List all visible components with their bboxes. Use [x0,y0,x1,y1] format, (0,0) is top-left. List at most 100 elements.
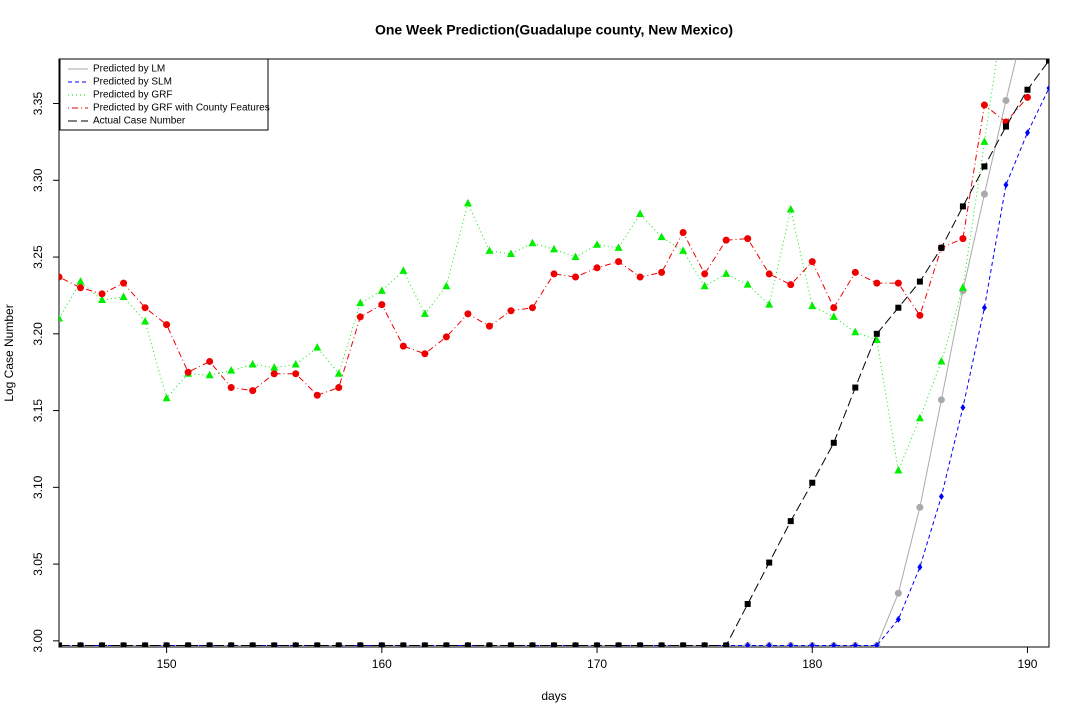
point [206,642,213,647]
y-tick-label: 3.20 [31,322,45,346]
point [98,290,106,298]
x-tick-label: 150 [157,657,177,671]
point [1046,59,1049,64]
point [528,238,537,247]
point [571,252,580,261]
point [917,563,923,571]
point [334,369,343,377]
point [615,642,622,647]
point [313,343,322,351]
point [830,304,838,312]
point [1002,123,1009,130]
point [744,601,751,608]
point [851,327,860,336]
point [701,642,708,647]
point [981,304,987,312]
point [700,281,709,290]
point [958,283,967,291]
point [463,198,472,207]
point [464,642,471,647]
series-line [59,87,1049,646]
y-tick-label: 3.00 [31,629,45,653]
point [464,310,472,318]
point [744,235,752,243]
point [980,190,988,198]
point [937,356,946,365]
point [980,101,988,109]
point [357,642,364,647]
point [593,264,601,272]
point [162,393,171,402]
legend-label: Actual Case Number [93,116,186,127]
point [937,396,945,404]
legend-label: Predicted by GRF with County Features [93,103,270,114]
point [1046,84,1049,92]
point [1024,86,1031,93]
point [831,641,837,647]
y-tick-label: 3.05 [31,552,45,576]
point [335,642,342,647]
point [400,642,407,647]
point [291,360,300,368]
y-tick-label: 3.25 [31,245,45,269]
point [766,559,773,566]
point [829,312,838,320]
point [851,268,859,276]
point [76,277,85,285]
point [765,270,773,278]
point [507,642,514,647]
point [745,641,751,647]
legend-box [59,58,269,131]
point [938,244,945,251]
point [313,391,321,399]
point [399,342,407,350]
point [292,370,300,378]
point [874,641,880,647]
point [765,300,774,308]
point [658,642,665,647]
x-tick-label: 160 [372,657,392,671]
point [120,642,127,647]
point [594,642,601,647]
point [852,384,859,391]
point [679,246,688,254]
point [722,269,731,277]
y-tick-label: 3.10 [31,475,45,499]
point [59,313,63,322]
point [550,270,558,278]
point [959,235,967,243]
plot-frame [58,58,1050,648]
point [486,642,493,647]
point [227,366,236,374]
point [637,642,644,647]
point [852,641,858,647]
point [766,641,772,647]
point [507,307,515,315]
point [420,309,429,317]
point [572,273,580,281]
legend-label: Predicted by GRF [93,90,172,101]
point [808,258,816,266]
x-axis-label: days [541,689,566,703]
point [377,286,386,294]
point [593,240,602,248]
point [551,642,557,647]
point [894,279,902,287]
point [378,301,386,309]
point [1003,181,1009,189]
point [59,642,62,647]
y-axis-label: Log Case Number [2,304,16,401]
point [915,413,924,422]
point [895,615,901,623]
point [443,642,450,647]
point [163,642,170,647]
point [916,311,924,319]
point [142,642,149,647]
point [787,281,795,289]
legend-label: Predicted by SLM [93,77,172,88]
x-tick-label: 190 [1017,657,1037,671]
point [550,244,558,253]
point [680,642,687,647]
y-tick-label: 3.15 [31,399,45,423]
